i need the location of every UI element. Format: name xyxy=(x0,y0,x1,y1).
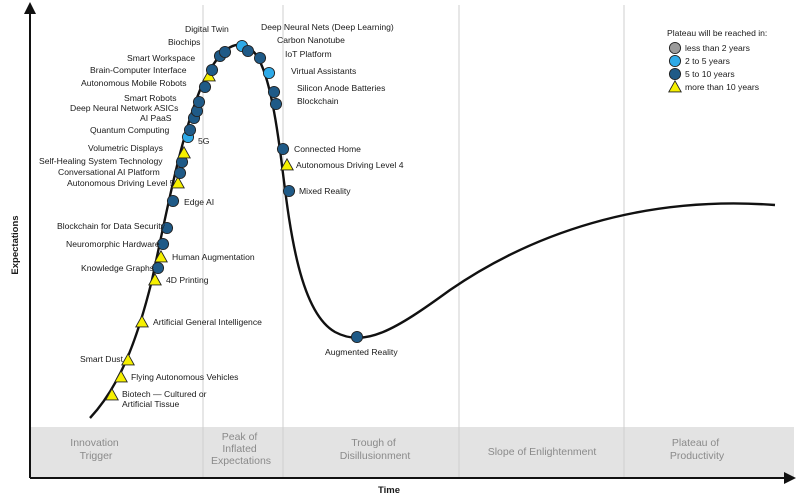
technology-marker xyxy=(183,123,197,137)
technology-marker xyxy=(121,352,135,366)
technology-label: Neuromorphic Hardware xyxy=(66,239,160,249)
technology-label: Knowledge Graphs xyxy=(81,263,154,273)
technology-label: Human Augmentation xyxy=(172,252,255,262)
technology-label: Deep Neural Network ASICs xyxy=(70,103,178,113)
technology-marker xyxy=(269,97,283,111)
phase-5-line-1: Plateau of xyxy=(672,437,719,449)
technology-label: Flying Autonomous Vehicles xyxy=(131,372,238,382)
technology-label: Artificial General Intelligence xyxy=(153,317,262,327)
technology-label: Conversational AI Platform xyxy=(58,167,160,177)
phase-4-line-1: Slope of Enlightenment xyxy=(488,446,597,458)
technology-marker xyxy=(192,95,206,109)
hype-curve xyxy=(89,43,776,419)
legend-label: more than 10 years xyxy=(685,82,759,92)
technology-label: 4D Printing xyxy=(166,275,209,285)
legend-title: Plateau will be reached in: xyxy=(667,28,767,38)
legend-marker xyxy=(668,67,682,81)
y-axis-title: Expectations xyxy=(10,215,21,274)
phase-slope: Slope of Enlightenment xyxy=(488,446,597,458)
technology-label: Digital Twin xyxy=(185,24,229,34)
technology-marker xyxy=(166,194,180,208)
phase-plateau: Plateau of Productivity xyxy=(670,437,725,462)
technology-label: Biotech — Cultured or Artificial Tissue xyxy=(122,389,207,409)
technology-marker xyxy=(253,51,267,65)
technology-marker xyxy=(148,272,162,286)
technology-marker xyxy=(280,157,294,171)
phase-3-line-1: Trough of xyxy=(351,437,396,449)
technology-marker xyxy=(276,142,290,156)
phase-1-line-1: Innovation xyxy=(70,437,119,449)
technology-label: Edge AI xyxy=(184,197,214,207)
technology-label: Self-Healing System Technology xyxy=(39,156,163,166)
technology-marker xyxy=(218,45,232,59)
technology-marker xyxy=(282,184,296,198)
technology-marker xyxy=(156,237,170,251)
technology-labels: Biotech — Cultured or Artificial Tissue Fl… xyxy=(39,22,404,409)
legend-marker xyxy=(668,41,682,55)
technology-label: Smart Robots xyxy=(124,93,177,103)
technology-label: Blockchain for Data Security xyxy=(57,221,166,231)
axes: Expectations Time xyxy=(10,2,796,496)
technology-label: Autonomous Driving Level 5 xyxy=(67,178,175,188)
technology-marker xyxy=(173,166,187,180)
technology-label: Silicon Anode Batteries xyxy=(297,83,385,93)
technology-label: Connected Home xyxy=(294,144,361,154)
technology-marker xyxy=(267,85,281,99)
technology-markers xyxy=(105,39,364,401)
technology-marker xyxy=(205,63,219,77)
technology-label: Smart Workspace xyxy=(127,53,195,63)
technology-marker xyxy=(241,44,255,58)
technology-marker xyxy=(135,314,149,328)
legend-label: 2 to 5 years xyxy=(685,56,730,66)
technology-label: Augmented Reality xyxy=(325,347,398,357)
technology-label: Brain-Computer Interface xyxy=(90,65,187,75)
legend: Plateau will be reached in: less than 2 … xyxy=(667,28,767,93)
technology-marker xyxy=(114,369,128,383)
legend-label: less than 2 years xyxy=(685,43,750,53)
technology-label: Mixed Reality xyxy=(299,186,351,196)
legend-marker xyxy=(668,54,682,68)
technology-label: Autonomous Driving Level 4 xyxy=(296,160,404,170)
technology-label: Volumetric Displays xyxy=(88,143,163,153)
legend-marker xyxy=(668,79,682,93)
technology-marker xyxy=(160,221,174,235)
y-axis-arrow xyxy=(24,2,36,14)
technology-label: Quantum Computing xyxy=(90,125,170,135)
phase-2-line-3: Expectations xyxy=(211,455,271,467)
technology-marker xyxy=(105,387,119,401)
phase-3-line-2: Disillusionment xyxy=(340,450,411,462)
x-axis-arrow xyxy=(784,472,796,484)
technology-label: Deep Neural Nets (Deep Learning) xyxy=(261,22,394,32)
phase-peak: Peak of Inflated Expectations xyxy=(211,431,271,467)
legend-label: 5 to 10 years xyxy=(685,69,735,79)
phase-2-line-2: Inflated xyxy=(222,443,257,455)
phase-5-line-2: Productivity xyxy=(670,450,725,462)
technology-marker xyxy=(350,330,364,344)
technology-label: IoT Platform xyxy=(285,49,332,59)
technology-label: Carbon Nanotube xyxy=(277,35,345,45)
technology-marker xyxy=(177,145,191,159)
technology-label: AI PaaS xyxy=(140,113,172,123)
phase-1-line-2: Trigger xyxy=(80,450,113,462)
technology-marker xyxy=(171,175,185,189)
technology-marker xyxy=(154,249,168,263)
phase-band xyxy=(30,427,794,478)
phase-innovation-trigger: Innovation Trigger xyxy=(70,437,121,462)
technology-label: Autonomous Mobile Robots xyxy=(81,78,187,88)
x-axis-title: Time xyxy=(378,485,400,496)
technology-label: 5G xyxy=(198,136,210,146)
technology-label: Virtual Assistants xyxy=(291,66,356,76)
technology-marker xyxy=(262,66,276,80)
technology-marker xyxy=(198,80,212,94)
technology-label: Blockchain xyxy=(297,96,339,106)
technology-label: Biochips xyxy=(168,37,200,47)
technology-label: Smart Dust xyxy=(80,354,124,364)
phase-labels: Innovation Trigger Peak of Inflated Expe… xyxy=(70,431,725,467)
phase-2-line-1: Peak of xyxy=(222,431,258,443)
phase-trough: Trough of Disillusionment xyxy=(340,437,411,462)
legend-items: less than 2 years 2 to 5 years 5 to 10 yea… xyxy=(668,41,759,93)
